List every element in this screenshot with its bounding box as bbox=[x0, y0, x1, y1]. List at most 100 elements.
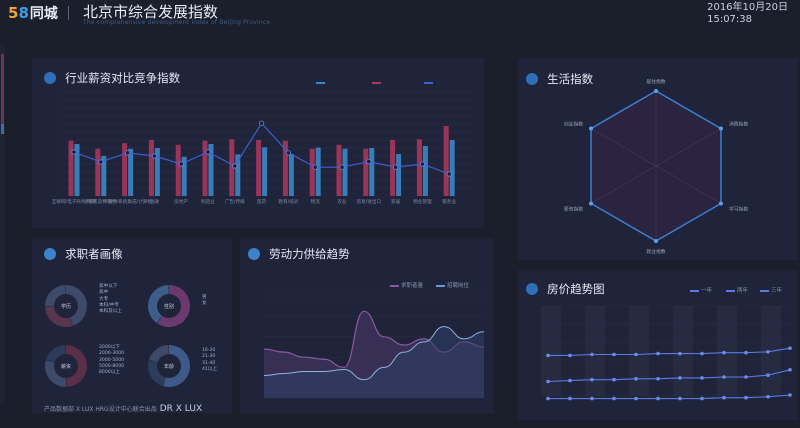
price-point bbox=[722, 395, 726, 400]
radar-point bbox=[654, 239, 658, 243]
trend-point bbox=[71, 149, 77, 155]
trend-point bbox=[151, 153, 158, 159]
donut-center-label: 学历 bbox=[61, 303, 71, 310]
life-title-row: 生活指数 bbox=[526, 68, 593, 87]
labor-title: 劳动力供给趋势 bbox=[269, 246, 350, 261]
trend-point bbox=[339, 164, 345, 170]
life-title: 生活指数 bbox=[547, 71, 594, 86]
price-point bbox=[590, 377, 594, 382]
price-point bbox=[634, 352, 638, 357]
labor-panel: 劳动力供给趋势 求职者量 招聘岗位 bbox=[240, 238, 494, 413]
category-label: 农业 bbox=[337, 198, 347, 205]
salary-legend-red[interactable] bbox=[372, 80, 383, 86]
salary-title: 行业薪资对比竞争指数 bbox=[65, 70, 181, 85]
salary-panel: 行业薪资对比竞争指数 互联网/电子商务/网游 计算机软件/硬件 IT服务/系统集成/… bbox=[32, 58, 484, 228]
donut-segment bbox=[147, 285, 169, 323]
house-title-row: 房价趋势图 bbox=[526, 278, 605, 297]
compare-icon bbox=[44, 71, 56, 84]
radar-spoke bbox=[655, 165, 722, 204]
column-band bbox=[585, 306, 605, 396]
column-band bbox=[673, 306, 693, 396]
price-point bbox=[722, 375, 726, 379]
bar-blue bbox=[262, 147, 268, 196]
bar-blue bbox=[181, 156, 187, 196]
price-point bbox=[678, 396, 682, 401]
bar-red bbox=[390, 140, 396, 196]
house-legend-2[interactable]: 两年 bbox=[726, 286, 748, 294]
price-point bbox=[612, 352, 616, 357]
donut-segment bbox=[46, 345, 66, 363]
labor-title-row: 劳动力供给趋势 bbox=[248, 243, 350, 262]
logo[interactable]: 58同城 bbox=[8, 4, 58, 22]
category-label: 广告/传媒 bbox=[225, 198, 245, 205]
bar-red bbox=[443, 126, 449, 196]
donut2-legend: 男 女 bbox=[202, 295, 207, 307]
trend-icon bbox=[248, 247, 260, 260]
date-text: 2016年10月20日 bbox=[707, 2, 788, 13]
donut-segment bbox=[149, 345, 169, 363]
bar-red bbox=[202, 140, 208, 196]
bar-red bbox=[148, 140, 154, 196]
bar-red bbox=[95, 148, 101, 196]
price-point bbox=[568, 378, 572, 383]
radar-point bbox=[589, 126, 594, 131]
trend-point bbox=[98, 159, 104, 165]
donut-center-label: 薪资 bbox=[61, 363, 71, 370]
radar-axis-label: 创业指数 bbox=[564, 121, 583, 128]
jobseeker-title-row: 求职者画像 bbox=[44, 243, 123, 262]
category-label: 贸易/进出口 bbox=[357, 198, 382, 205]
donut3-legend: 2000以下 2000-3000 3000-5000 5000-8000 800… bbox=[99, 345, 125, 376]
price-point bbox=[788, 393, 792, 397]
price-point bbox=[788, 346, 792, 350]
bar-blue bbox=[342, 148, 348, 196]
price-point bbox=[766, 395, 770, 399]
price-point bbox=[744, 395, 748, 400]
price-point bbox=[656, 351, 660, 356]
radar-point bbox=[718, 126, 723, 131]
radar-point bbox=[589, 201, 594, 206]
house-legend-1[interactable]: 一年 bbox=[690, 286, 712, 294]
labor-legend-2[interactable]: 招聘岗位 bbox=[436, 281, 469, 289]
donut-segment bbox=[66, 285, 87, 326]
salary-legend-blue[interactable] bbox=[316, 80, 327, 86]
bar-red bbox=[229, 139, 235, 196]
donut-segment bbox=[45, 285, 66, 306]
labor-legend-1[interactable]: 求职者量 bbox=[390, 281, 423, 289]
bar-red bbox=[363, 148, 369, 196]
bar-red bbox=[175, 144, 181, 196]
side-scale-bar bbox=[0, 44, 5, 404]
price-point bbox=[612, 377, 616, 382]
price-point bbox=[656, 377, 660, 381]
price-point bbox=[590, 396, 594, 401]
salary-legend-line[interactable] bbox=[424, 80, 435, 86]
bar-blue bbox=[449, 140, 455, 196]
datetime: 2016年10月20日 15:07:38 bbox=[707, 2, 788, 26]
page-title: 北京市综合发展指数 bbox=[83, 3, 219, 21]
price-point bbox=[766, 350, 770, 354]
bar-red bbox=[256, 140, 262, 196]
category-label: 家居 bbox=[391, 198, 401, 205]
price-point bbox=[612, 396, 616, 401]
trend-point bbox=[312, 164, 318, 170]
price-point bbox=[700, 351, 704, 356]
column-band bbox=[717, 306, 737, 396]
price-point bbox=[744, 375, 748, 379]
bar-blue bbox=[288, 154, 294, 196]
page-subtitle: The comprehensive development index of B… bbox=[83, 19, 271, 26]
house-legend-3[interactable]: 三年 bbox=[760, 286, 782, 294]
trend-point bbox=[125, 150, 131, 156]
price-line bbox=[547, 369, 791, 383]
donut-center-label: 性别 bbox=[164, 303, 174, 310]
trend-point bbox=[392, 164, 399, 170]
series-line-blue bbox=[263, 326, 485, 381]
radar-axis-label: 学习指数 bbox=[729, 206, 748, 213]
category-label: 物业管理 bbox=[413, 198, 432, 205]
bar-red bbox=[309, 148, 315, 196]
footer-credit: 产品数据部 X LUX HRG设计中心联合出品 DR X LUX bbox=[44, 404, 203, 414]
price-point bbox=[546, 379, 550, 384]
price-line bbox=[548, 394, 791, 400]
radar-axis-label: 就业指数 bbox=[646, 248, 665, 255]
